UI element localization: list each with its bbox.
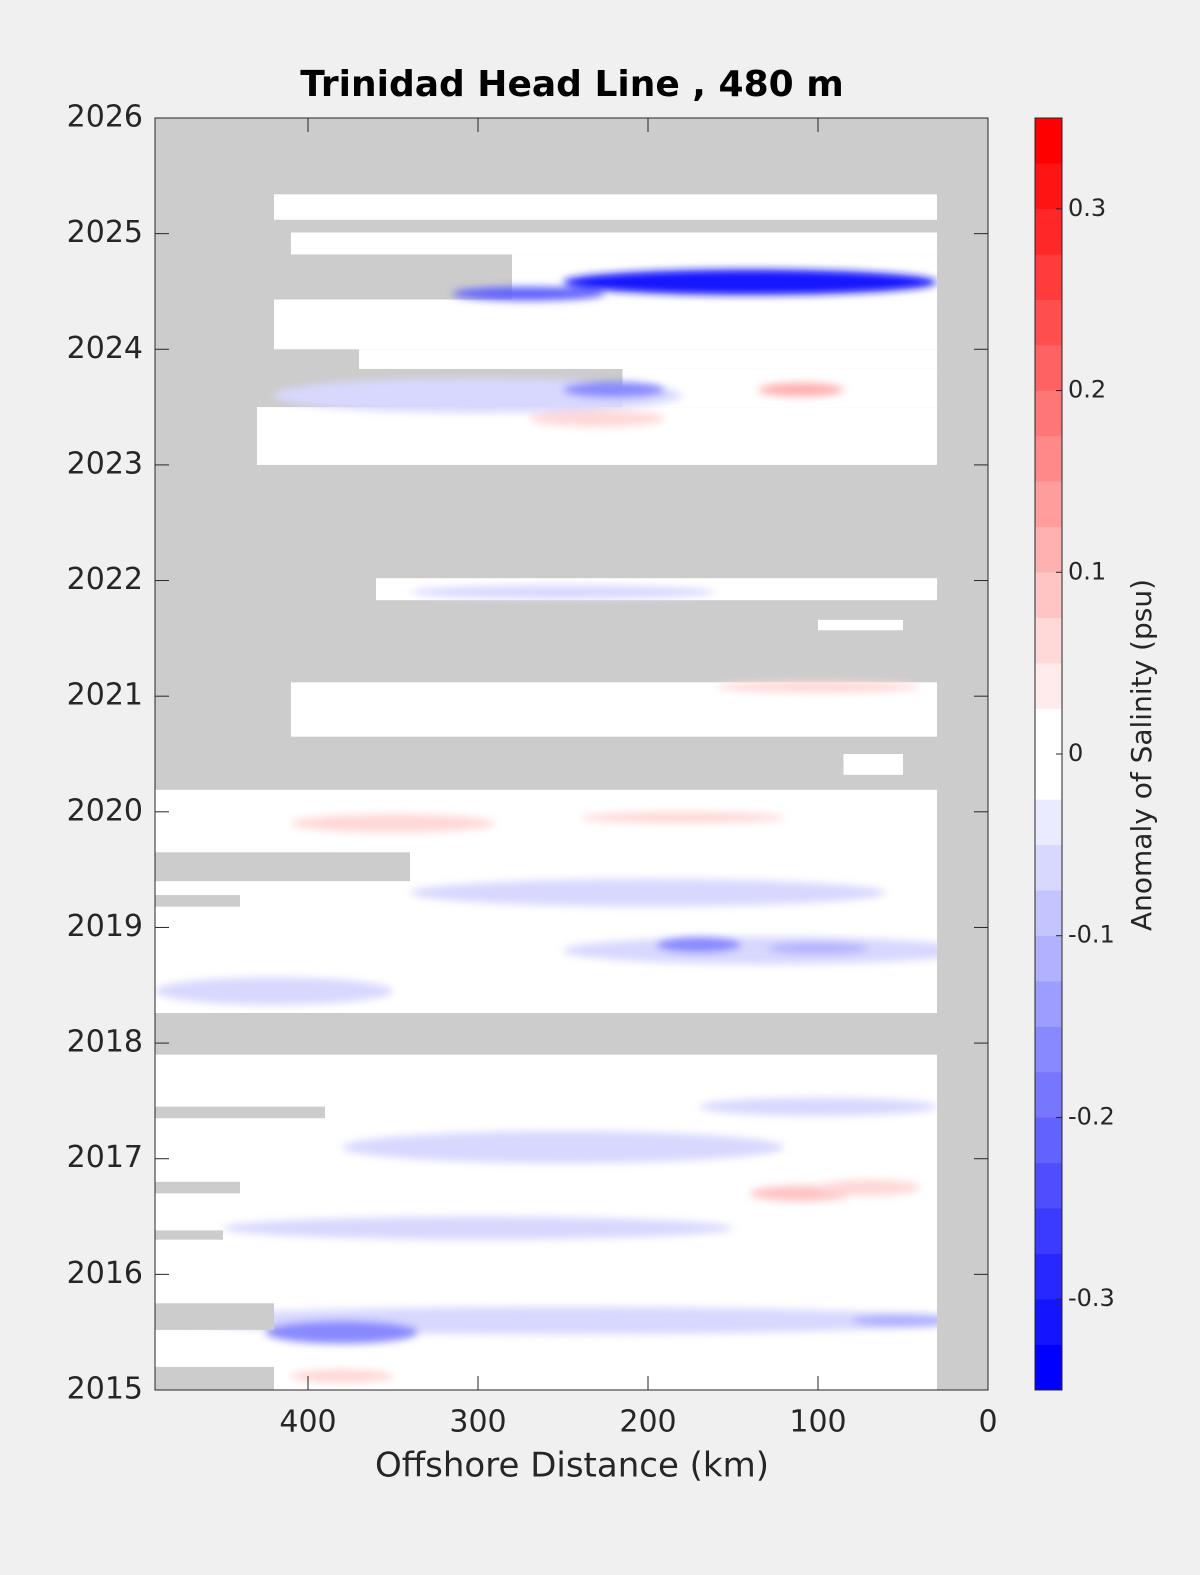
colorbar-band — [1034, 617, 1063, 664]
anomaly-patch — [699, 1097, 937, 1116]
y-tick-label: 2015 — [67, 1372, 143, 1407]
colorbar-band — [1034, 208, 1063, 255]
data-coverage — [359, 349, 937, 369]
data-coverage — [843, 754, 903, 775]
colorbar-band — [1034, 344, 1063, 391]
data-gap — [155, 1106, 325, 1119]
colorbar-tick-label: -0.2 — [1068, 1102, 1115, 1130]
colorbar-band — [1034, 1162, 1063, 1209]
colorbar-band — [1034, 390, 1063, 437]
colorbar-band — [1034, 980, 1063, 1027]
anomaly-patch — [155, 977, 393, 1005]
colorbar-tick-label: -0.1 — [1068, 921, 1115, 949]
colorbar-band — [1034, 163, 1063, 210]
y-tick-label: 2024 — [67, 331, 143, 366]
data-gap — [155, 1230, 223, 1240]
colorbar-band — [1034, 117, 1063, 164]
y-tick-label: 2025 — [67, 215, 143, 250]
colorbar-band — [1034, 1026, 1063, 1073]
colorbar-band — [1034, 753, 1063, 800]
colorbar-band — [1034, 481, 1063, 528]
anomaly-patch — [852, 1313, 954, 1328]
colorbar-band — [1034, 890, 1063, 936]
colorbar-band — [1034, 299, 1063, 346]
colorbar-band — [1034, 435, 1063, 482]
data-coverage — [274, 194, 937, 220]
y-tick-label: 2023 — [67, 446, 143, 481]
colorbar-band — [1034, 799, 1063, 846]
x-tick-label: 100 — [789, 1405, 846, 1440]
colorbar-band — [1034, 935, 1063, 982]
anomaly-patch — [265, 1320, 419, 1344]
x-tick-label: 300 — [449, 1405, 506, 1440]
y-tick-label: 2019 — [67, 909, 143, 944]
colorbar-tick-label: 0.2 — [1068, 376, 1106, 404]
anomaly-patch — [580, 811, 784, 824]
y-tick-label: 2022 — [67, 562, 143, 597]
data-coverage — [274, 299, 937, 350]
anomaly-patch — [767, 942, 869, 955]
data-gap — [155, 895, 240, 907]
anomaly-patch — [563, 269, 937, 295]
x-tick-label: 0 — [978, 1405, 997, 1440]
colorbar-tick-label: 0.1 — [1068, 557, 1106, 585]
colorbar-band — [1034, 1253, 1063, 1300]
anomaly-patch — [410, 585, 716, 600]
colorbar-tick-label: 0 — [1068, 739, 1083, 767]
anomaly-patch — [223, 1216, 733, 1240]
anomaly-patch — [529, 410, 665, 427]
anomaly-patch — [758, 382, 844, 397]
axes-frame — [154, 117, 989, 1391]
colorbar-band — [1034, 572, 1063, 618]
y-tick-label: 2016 — [67, 1256, 143, 1291]
y-tick-label: 2020 — [67, 793, 143, 828]
data-gap — [155, 1303, 274, 1330]
colorbar-band — [1034, 254, 1063, 300]
x-axis-label: Offshore Distance (km) — [375, 1446, 769, 1486]
colorbar-band — [1034, 526, 1063, 573]
anomaly-patch — [716, 681, 920, 693]
colorbar-band — [1034, 1344, 1063, 1391]
chart-title: Trinidad Head Line , 480 m — [300, 64, 843, 105]
anomaly-patch — [291, 1369, 393, 1384]
data-gap — [155, 852, 410, 882]
anomaly-patch — [656, 936, 742, 953]
x-tick-label: 200 — [619, 1405, 676, 1440]
anomaly-field — [155, 269, 971, 1384]
colorbar-band — [1034, 662, 1063, 709]
data-gap — [155, 1366, 274, 1390]
y-tick-label: 2017 — [67, 1140, 143, 1175]
colorbar-band — [1034, 1117, 1063, 1164]
anomaly-patch — [818, 1179, 920, 1196]
colorbar-label: Anomaly of Salinity (psu) — [1125, 579, 1158, 931]
colorbar-band — [1034, 1071, 1063, 1118]
colorbar-tick-label: -0.3 — [1068, 1284, 1115, 1312]
y-tick-label: 2018 — [67, 1025, 143, 1060]
anomaly-patch — [342, 1130, 784, 1164]
anomaly-patch — [563, 381, 665, 398]
colorbar-band — [1034, 1298, 1063, 1345]
anomaly-patch — [452, 286, 606, 301]
anomaly-patch — [563, 936, 971, 965]
data-coverage — [291, 232, 937, 255]
plot-area — [155, 118, 988, 1390]
y-tick-label: 2021 — [67, 678, 143, 713]
colorbar-tick-label: 0.3 — [1068, 194, 1106, 222]
data-gap — [155, 1181, 240, 1194]
x-tick-label: 400 — [279, 1405, 336, 1440]
y-tick-label: 2026 — [67, 100, 143, 135]
colorbar-band — [1034, 708, 1063, 755]
no-data-nearshore — [937, 118, 988, 1390]
data-coverage — [818, 619, 903, 631]
axes-overlay: 2015 2016 2017 2018 2019 2020 2021 2022 2023 2024… — [67, 100, 1115, 1440]
colorbar-band — [1034, 844, 1063, 891]
anomaly-patch — [291, 814, 495, 833]
colorbar-band — [1034, 1208, 1063, 1254]
anomaly-patch — [410, 878, 886, 907]
